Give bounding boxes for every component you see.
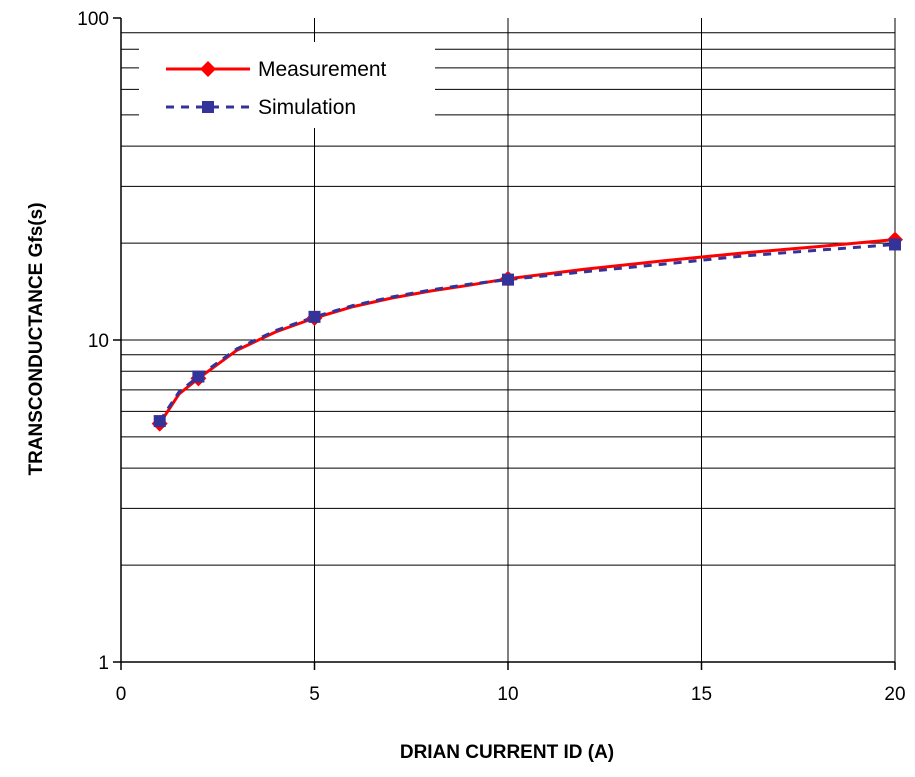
y-tick-label: 1 <box>98 653 109 674</box>
series-lines <box>158 238 896 425</box>
series-line-simulation <box>158 243 896 422</box>
legend-measurement-marker <box>200 61 216 77</box>
axes <box>113 17 896 670</box>
x-tick-label: 0 <box>116 684 127 705</box>
series-line-measurement <box>158 238 896 425</box>
y-axis-title: TRANSCONDUCTANCE Gfs(s) <box>26 202 47 475</box>
data-point-simulation <box>308 310 321 323</box>
tick-labels: 1 10 100 0 5 10 15 20 <box>77 9 905 705</box>
data-point-simulation <box>502 273 514 286</box>
x-tick-label: 15 <box>691 684 712 705</box>
legend-simulation-marker <box>202 101 214 113</box>
legend: Measurement Simulation <box>139 42 435 128</box>
x-tick-label: 10 <box>497 684 518 705</box>
data-point-simulation <box>889 238 901 251</box>
y-tick-label: 10 <box>88 331 109 352</box>
grid-lines <box>121 18 896 662</box>
y-tick-label: 100 <box>77 9 109 30</box>
legend-measurement-label: Measurement <box>258 58 387 81</box>
x-axis-title: DRIAN CURRENT ID (A) <box>400 742 614 763</box>
x-tick-label: 5 <box>309 684 320 705</box>
legend-box <box>139 42 435 128</box>
x-tick-label: 20 <box>884 684 905 705</box>
series-markers <box>151 231 903 432</box>
legend-simulation-label: Simulation <box>258 96 356 119</box>
data-point-simulation <box>153 415 166 428</box>
data-point-simulation <box>192 370 205 383</box>
